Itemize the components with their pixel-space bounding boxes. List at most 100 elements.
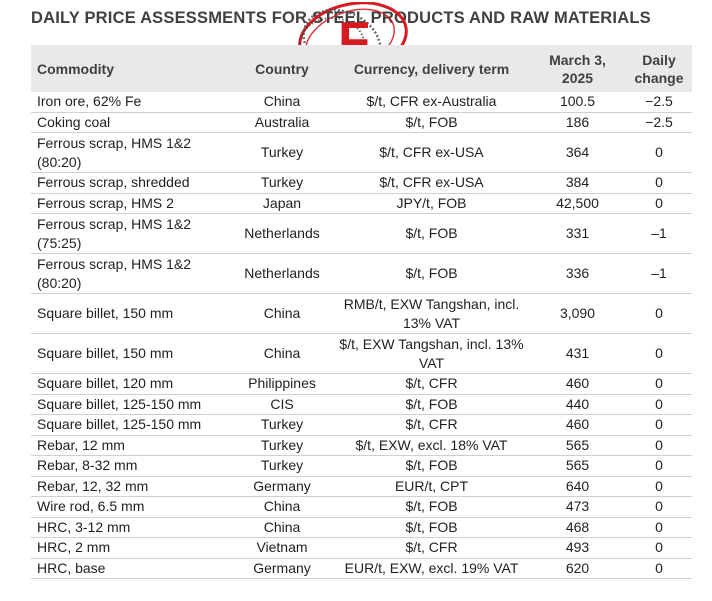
cell-change: 0 <box>626 517 692 538</box>
table-row: Rebar, 12, 32 mm Germany EUR/t, CPT 640 … <box>31 476 692 497</box>
cell-price: 460 <box>529 373 626 395</box>
cell-term: JPY/t, FOB <box>334 193 529 214</box>
watermark-logo: F <box>298 2 408 76</box>
cell-price: 460 <box>529 414 626 436</box>
cell-price: 440 <box>529 394 626 415</box>
cell-change: 0 <box>626 496 692 518</box>
cell-change: 0 <box>626 293 692 334</box>
cell-country: CIS <box>230 394 334 415</box>
cell-change: 0 <box>626 394 692 415</box>
cell-price: 336 <box>529 253 626 294</box>
cell-commodity: Ferrous scrap, HMS 2 <box>31 193 230 214</box>
cell-country: Turkey <box>230 435 334 456</box>
cell-country: Japan <box>230 193 334 214</box>
cell-change: 0 <box>626 373 692 395</box>
cell-commodity: Ferrous scrap, shredded <box>31 172 230 194</box>
cell-commodity: HRC, base <box>31 558 230 579</box>
cell-commodity: Square billet, 150 mm <box>31 293 230 334</box>
cell-country: Germany <box>230 476 334 497</box>
table-row: HRC, 3-12 mm China $/t, FOB 468 0 <box>31 517 692 538</box>
cell-change: –1 <box>626 253 692 294</box>
cell-country: Australia <box>230 112 334 133</box>
cell-price: 364 <box>529 132 626 173</box>
cell-commodity: Iron ore, 62% Fe <box>31 92 230 113</box>
table-row: Coking coal Australia $/t, FOB 186 −2.5 <box>31 112 692 133</box>
cell-country: Philippines <box>230 373 334 395</box>
table-row: Rebar, 8-32 mm Turkey $/t, FOB 565 0 <box>31 455 692 477</box>
cell-country: Netherlands <box>230 253 334 294</box>
cell-term: $/t, EXW Tangshan, incl. 13% VAT <box>334 333 529 374</box>
logo-letter: F <box>338 12 370 70</box>
cell-change: 0 <box>626 435 692 456</box>
header-row: Commodity Country Currency, delivery ter… <box>31 45 692 92</box>
cell-term: $/t, FOB <box>334 517 529 538</box>
cell-term: $/t, CFR <box>334 373 529 395</box>
cell-commodity: HRC, 2 mm <box>31 537 230 559</box>
cell-country: Netherlands <box>230 213 334 254</box>
cell-commodity: Coking coal <box>31 112 230 133</box>
cell-price: 473 <box>529 496 626 518</box>
page-title: DAILY PRICE ASSESSMENTS FOR STEEL PRODUC… <box>31 9 651 27</box>
cell-change: 0 <box>626 537 692 559</box>
cell-commodity: Wire rod, 6.5 mm <box>31 496 230 518</box>
table-row: Square billet, 120 mm Philippines $/t, C… <box>31 373 692 395</box>
cell-price: 100.5 <box>529 92 626 113</box>
cell-country: China <box>230 293 334 334</box>
cell-country: Vietnam <box>230 537 334 559</box>
cell-term: EUR/t, EXW, excl. 19% VAT <box>334 558 529 579</box>
cell-commodity: Square billet, 150 mm <box>31 333 230 374</box>
cell-change: 0 <box>626 455 692 477</box>
cell-price: 186 <box>529 112 626 133</box>
table-row: Wire rod, 6.5 mm China $/t, FOB 473 0 <box>31 496 692 518</box>
table-row: Ferrous scrap, HMS 1&2 (80:20) Turkey $/… <box>31 132 692 173</box>
cell-price: 384 <box>529 172 626 194</box>
header-change: Daily change <box>634 51 684 86</box>
cell-commodity: Square billet, 125-150 mm <box>31 414 230 436</box>
cell-commodity: HRC, 3-12 mm <box>31 517 230 538</box>
cell-country: Turkey <box>230 132 334 173</box>
cell-term: $/t, CFR ex-Australia <box>334 92 529 113</box>
cell-country: China <box>230 496 334 518</box>
cell-commodity: Square billet, 125-150 mm <box>31 394 230 415</box>
table-row: Square billet, 125-150 mm CIS $/t, FOB 4… <box>31 394 692 415</box>
table-row: HRC, 2 mm Vietnam $/t, CFR 493 0 <box>31 537 692 559</box>
cell-commodity: Ferrous scrap, HMS 1&2 (80:20) <box>31 253 230 294</box>
cell-price: 431 <box>529 333 626 374</box>
cell-term: $/t, FOB <box>334 455 529 477</box>
table-row: Square billet, 125-150 mm Turkey $/t, CF… <box>31 414 692 436</box>
cell-change: 0 <box>626 172 692 194</box>
cell-price: 42,500 <box>529 193 626 214</box>
cell-commodity: Ferrous scrap, HMS 1&2 (80:20) <box>31 132 230 173</box>
cell-change: 0 <box>626 193 692 214</box>
cell-country: China <box>230 333 334 374</box>
cell-price: 3,090 <box>529 293 626 334</box>
cell-commodity: Square billet, 120 mm <box>31 373 230 395</box>
cell-term: $/t, CFR <box>334 537 529 559</box>
table-row: Ferrous scrap, HMS 2 Japan JPY/t, FOB 42… <box>31 193 692 214</box>
cell-country: Turkey <box>230 414 334 436</box>
cell-change: 0 <box>626 476 692 497</box>
cell-commodity: Rebar, 12 mm <box>31 435 230 456</box>
table-header: Commodity Country Currency, delivery ter… <box>31 45 692 92</box>
cell-term: $/t, FOB <box>334 253 529 294</box>
header-currency: Currency, delivery term <box>353 60 510 77</box>
table-row: Ferrous scrap, shredded Turkey $/t, CFR … <box>31 172 692 194</box>
cell-commodity: Ferrous scrap, HMS 1&2 (75:25) <box>31 213 230 254</box>
cell-price: 620 <box>529 558 626 579</box>
header-date: March 3, 2025 <box>549 51 606 86</box>
cell-country: Germany <box>230 558 334 579</box>
cell-commodity: Rebar, 8-32 mm <box>31 455 230 477</box>
cell-change: 0 <box>626 558 692 579</box>
header-country: Country <box>255 60 309 77</box>
cell-price: 468 <box>529 517 626 538</box>
cell-term: $/t, FOB <box>334 213 529 254</box>
table-row: Ferrous scrap, HMS 1&2 (75:25) Netherlan… <box>31 213 692 254</box>
table-body: Iron ore, 62% Fe China $/t, CFR ex-Austr… <box>31 92 692 579</box>
table-row: Square billet, 150 mm China $/t, EXW Tan… <box>31 333 692 374</box>
cell-term: $/t, FOB <box>334 496 529 518</box>
table-row: Rebar, 12 mm Turkey $/t, EXW, excl. 18% … <box>31 435 692 456</box>
cell-change: 0 <box>626 414 692 436</box>
table-row: HRC, base Germany EUR/t, EXW, excl. 19% … <box>31 558 692 579</box>
cell-commodity: Rebar, 12, 32 mm <box>31 476 230 497</box>
cell-term: $/t, FOB <box>334 112 529 133</box>
